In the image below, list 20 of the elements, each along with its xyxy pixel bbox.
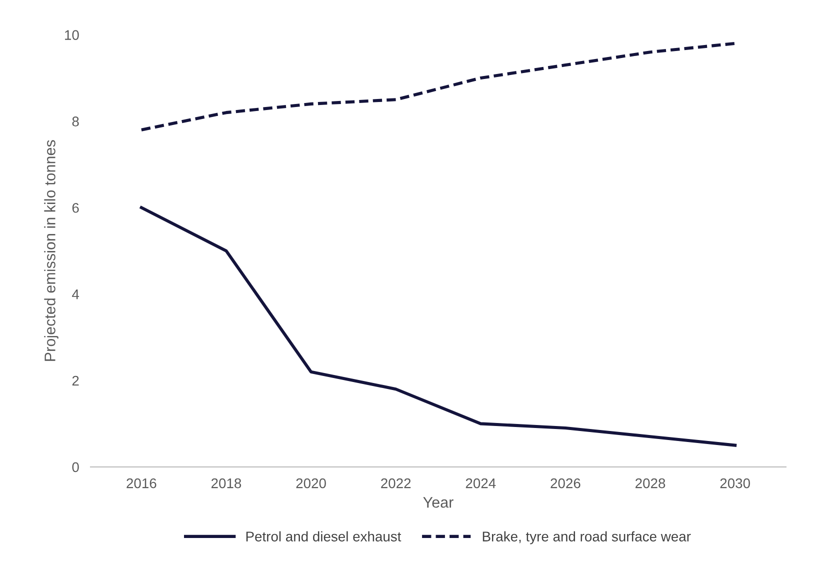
legend-label: Petrol and diesel exhaust (246, 531, 402, 542)
y-tick-label: 10 (65, 30, 79, 40)
y-tick-label: 6 (72, 202, 79, 213)
line-series (140, 42, 737, 132)
x-tick-label: 2026 (550, 478, 580, 488)
y-tick-label: 4 (72, 290, 80, 300)
x-tick-label: 2018 (211, 478, 242, 488)
x-tick-label: 2024 (466, 478, 496, 488)
x-tick-label: 2028 (636, 478, 666, 488)
legend-label: Brake, tyre and road surface wear (482, 531, 691, 544)
x-tick-label: 2030 (720, 478, 750, 488)
x-tick-label: 2020 (296, 478, 326, 488)
x-axis-title: Year (423, 497, 454, 508)
y-tick-label: 8 (72, 116, 79, 126)
y-axis-title: Projected emission in kilo tonnes (44, 140, 58, 361)
x-tick-label: 2016 (126, 478, 156, 488)
y-tick-label: 0 (72, 462, 79, 472)
line-series (140, 206, 737, 447)
x-tick-label: 2022 (381, 478, 411, 488)
y-tick-label: 2 (72, 376, 79, 386)
